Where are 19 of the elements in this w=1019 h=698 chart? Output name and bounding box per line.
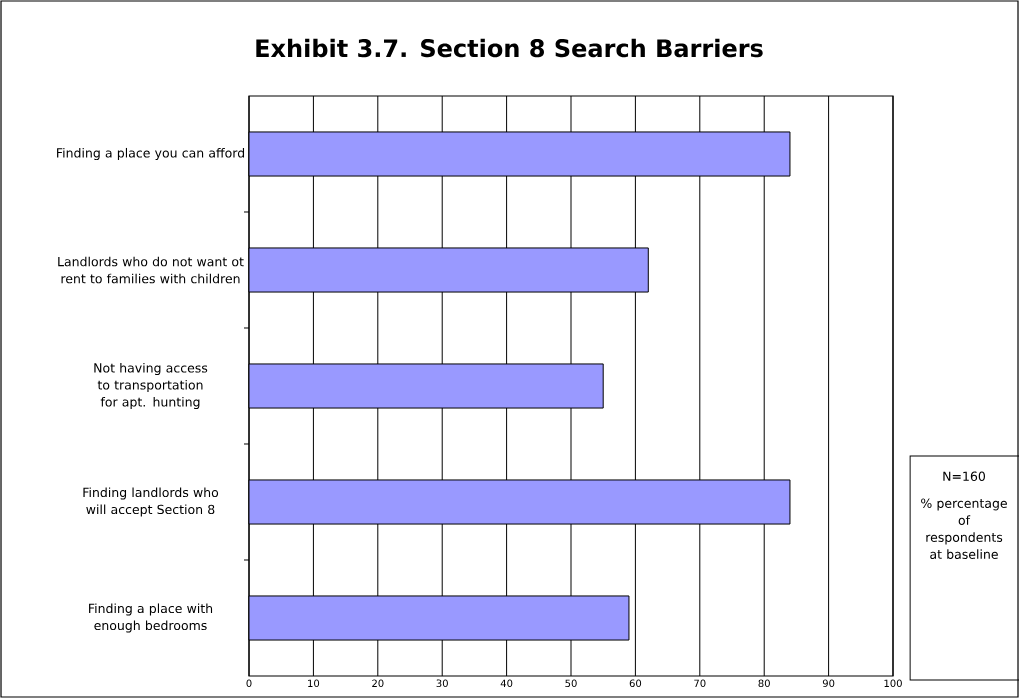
y-tick-label: Finding a place you can afford (57, 147, 245, 161)
x-tick-label: 80 (758, 679, 770, 688)
chart-title: Exhibit 3.7. Section 8 Search Barriers (256, 38, 763, 58)
x-tick-label: 60 (629, 679, 642, 688)
x-tick-label: 90 (822, 679, 835, 688)
y-tick-label: Landlords who do not want ot rent to families with children (58, 256, 244, 284)
x-tick-label: 0 (246, 679, 252, 688)
x-tick-label: 100 (884, 679, 902, 688)
y-tick-label: Finding a place with enough bedrooms (89, 603, 213, 633)
x-tick-label: 40 (500, 679, 513, 688)
x-tick-label: 20 (372, 679, 384, 688)
x-tick-label: 50 (565, 679, 577, 688)
x-tick-label: 10 (308, 679, 320, 688)
y-tick-label: Not having access to transportation for apt. hunting (94, 362, 208, 410)
text: % percentage of respondents at baseline (921, 498, 1007, 559)
x-tick-label: 70 (694, 679, 706, 688)
y-tick-label: Finding landlords who will accept Section 8 (83, 487, 219, 517)
x-tick-label: 30 (436, 679, 448, 688)
text: N=160 (943, 471, 986, 481)
